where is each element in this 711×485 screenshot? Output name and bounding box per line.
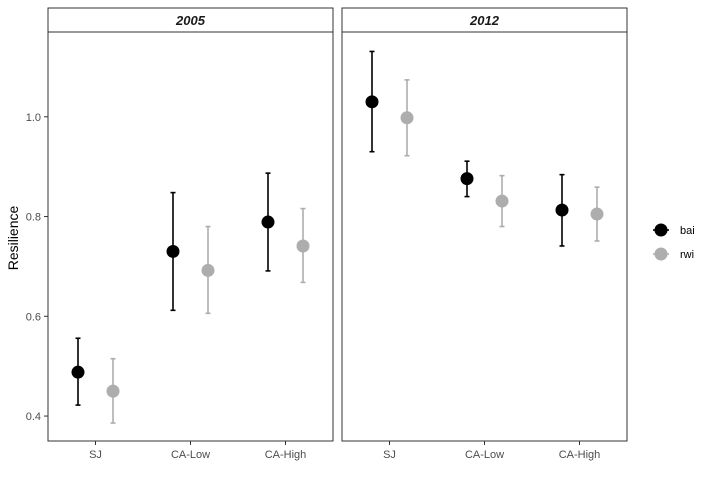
x-tick-label: SJ xyxy=(383,449,396,461)
y-tick-label: 0.8 xyxy=(26,212,41,224)
facet-panels: 2005 SJ CA-Low CA-High 0.4 0.6 0.8 1.0 2012 SJ CA-… xyxy=(26,7,628,461)
point-bai xyxy=(555,203,569,217)
legend-item-rwi: rwi xyxy=(653,247,694,261)
point-bai xyxy=(365,95,379,109)
point-rwi xyxy=(495,194,509,208)
panel-2005: 2005 SJ CA-Low CA-High 0.4 0.6 0.8 1.0 xyxy=(26,7,334,461)
point-rwi xyxy=(590,207,604,221)
y-tick-label: 0.4 xyxy=(26,411,41,423)
legend-key-point xyxy=(654,223,668,237)
y-tick-label: 0.6 xyxy=(26,311,41,323)
legend-item-bai: bai xyxy=(653,223,695,237)
point-rwi xyxy=(400,111,414,125)
legend-key-point xyxy=(654,247,668,261)
x-tick-label: CA-Low xyxy=(465,449,504,461)
panel-border xyxy=(341,31,628,442)
point-bai xyxy=(166,244,180,258)
point-bai xyxy=(460,172,474,186)
point-rwi xyxy=(296,239,310,253)
panel-2012: 2012 SJ CA-Low CA-High xyxy=(341,7,628,461)
y-tick-label: 1.0 xyxy=(26,112,41,124)
facet-strip-label: 2012 xyxy=(469,13,500,28)
panel-border xyxy=(47,31,334,442)
y-axis-title: Resilience xyxy=(5,205,21,270)
x-tick-label: CA-High xyxy=(559,449,601,461)
legend-label: bai xyxy=(680,225,695,237)
point-bai xyxy=(261,215,275,229)
facet-strip-label: 2005 xyxy=(175,13,206,28)
x-tick-label: CA-High xyxy=(265,449,307,461)
point-bai xyxy=(71,365,85,379)
point-rwi xyxy=(201,263,215,277)
x-tick-label: CA-Low xyxy=(171,449,210,461)
facet-strip xyxy=(47,7,334,33)
x-tick-label: SJ xyxy=(89,449,102,461)
legend: bai rwi xyxy=(653,223,695,261)
point-rwi xyxy=(106,384,120,398)
legend-label: rwi xyxy=(680,249,694,261)
